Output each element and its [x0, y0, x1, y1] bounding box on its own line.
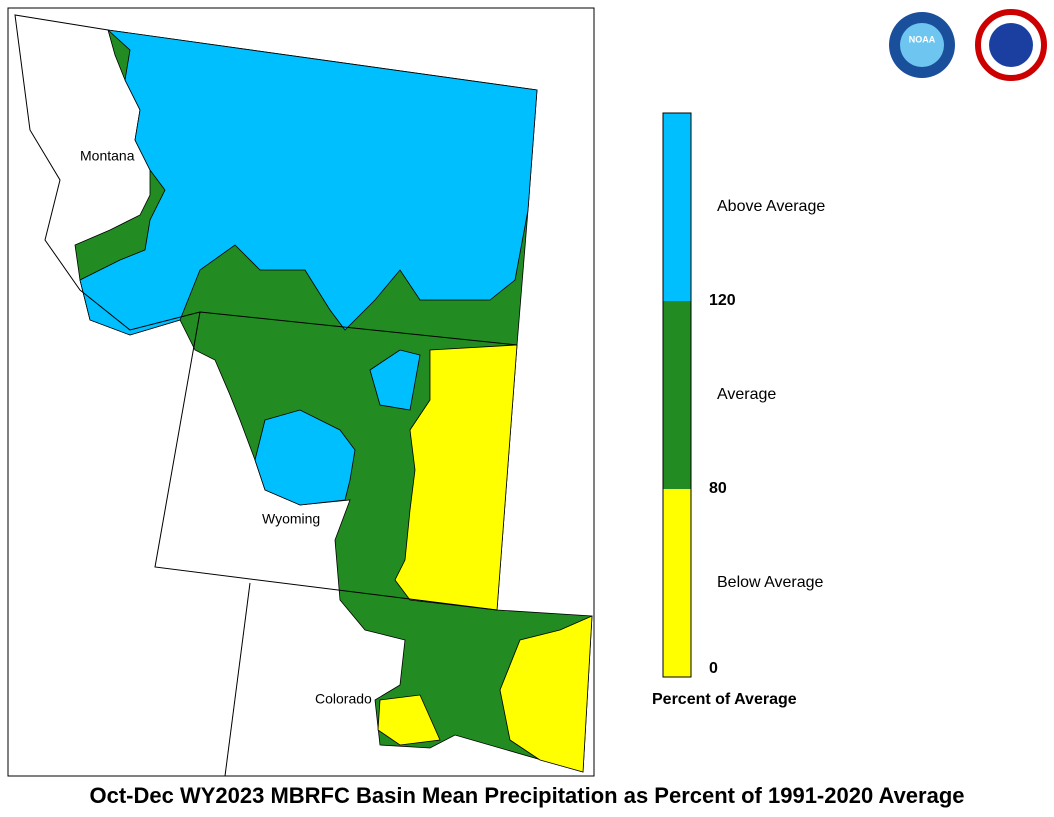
map: Montana Wyoming Colorado: [14, 14, 593, 777]
basin-above: [254, 409, 356, 506]
legend-tick: 120: [709, 292, 736, 309]
state-border: [154, 311, 498, 611]
basin-below: [394, 344, 518, 611]
legend-outline: [662, 112, 692, 678]
page-title: Oct-Dec WY2023 MBRFC Basin Mean Precipit…: [89, 783, 964, 808]
nws-logo-inner: [989, 23, 1033, 67]
legend-tick: 0: [709, 660, 718, 677]
basin-above: [79, 29, 538, 336]
state-label: Colorado: [315, 691, 372, 707]
legend-tick: 80: [709, 480, 727, 497]
noaa-logo-inner: [900, 23, 944, 67]
legend-swatch: [663, 489, 691, 677]
state-border: [224, 582, 251, 777]
logos: NOAA: [889, 9, 1047, 81]
legend-label: Average: [717, 386, 776, 403]
legend-swatch: [663, 301, 691, 489]
basin-above: [369, 349, 421, 411]
noaa-text: NOAA: [909, 34, 936, 44]
state-border: [14, 14, 518, 346]
state-label: Montana: [80, 148, 135, 164]
basin-below: [377, 694, 441, 746]
legend-title: Percent of Average: [652, 691, 797, 708]
legend-label: Below Average: [717, 574, 824, 591]
legend-label: Above Average: [717, 198, 825, 215]
basin-below: [499, 615, 593, 773]
legend: Above Average Average Below Average 120 80 0 P…: [652, 112, 825, 708]
legend-swatch: [663, 113, 691, 301]
state-label: Wyoming: [262, 511, 320, 527]
